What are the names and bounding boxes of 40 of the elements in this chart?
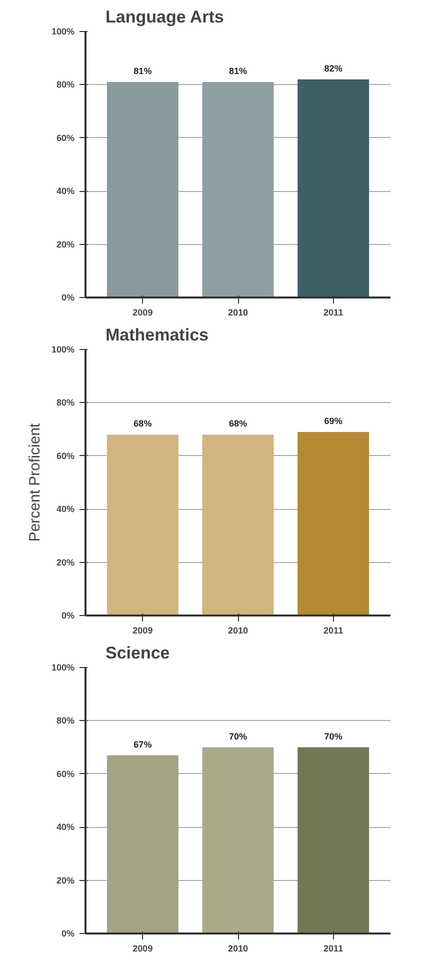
x-tick-label: 2010 [228,626,248,636]
y-tick-label: 0% [61,928,75,938]
y-tick-label: 40% [56,822,74,832]
x-tick-label: 2009 [132,626,153,636]
data-label: 70% [228,731,248,742]
y-tick-label: 100% [51,662,75,672]
x-tick-label: 2009 [132,308,153,318]
chart-title: Mathematics [106,326,208,344]
y-tick-label: 100% [51,344,75,354]
x-tick-label: 2010 [228,944,248,954]
y-tick-label: 80% [56,80,74,90]
y-tick-label: 80% [56,398,74,408]
y-tick-label: 60% [56,450,74,461]
x-tick-label: 2010 [228,308,248,318]
data-label: 68% [228,418,248,429]
y-tick-label: 100% [51,26,75,36]
data-label: 67% [134,739,152,750]
y-tick-label: 0% [61,292,75,302]
x-tick-label: 2009 [132,944,153,954]
x-tick-label: 2011 [324,944,344,954]
data-label: 81% [134,66,152,76]
y-tick-label: 80% [56,716,74,726]
data-label: 70% [324,731,342,742]
data-label: 82% [324,63,342,74]
data-label: 68% [134,418,152,429]
y-tick-label: 60% [56,768,74,779]
chart-title: Language Arts [106,8,224,26]
y-tick-label: 0% [61,610,75,620]
data-label: 81% [228,66,248,76]
y-tick-label: 20% [56,875,74,886]
x-tick-label: 2011 [324,626,344,636]
x-tick-label: 2011 [324,308,344,318]
chart-title: Science [106,644,170,662]
y-axis-title: Percent Proficient [26,422,44,542]
y-tick-label: 60% [56,132,74,143]
y-tick-label: 20% [56,239,74,250]
y-tick-label: 40% [56,504,74,514]
y-tick-label: 40% [56,186,74,196]
y-tick-label: 20% [56,557,74,568]
data-label: 69% [324,416,342,426]
